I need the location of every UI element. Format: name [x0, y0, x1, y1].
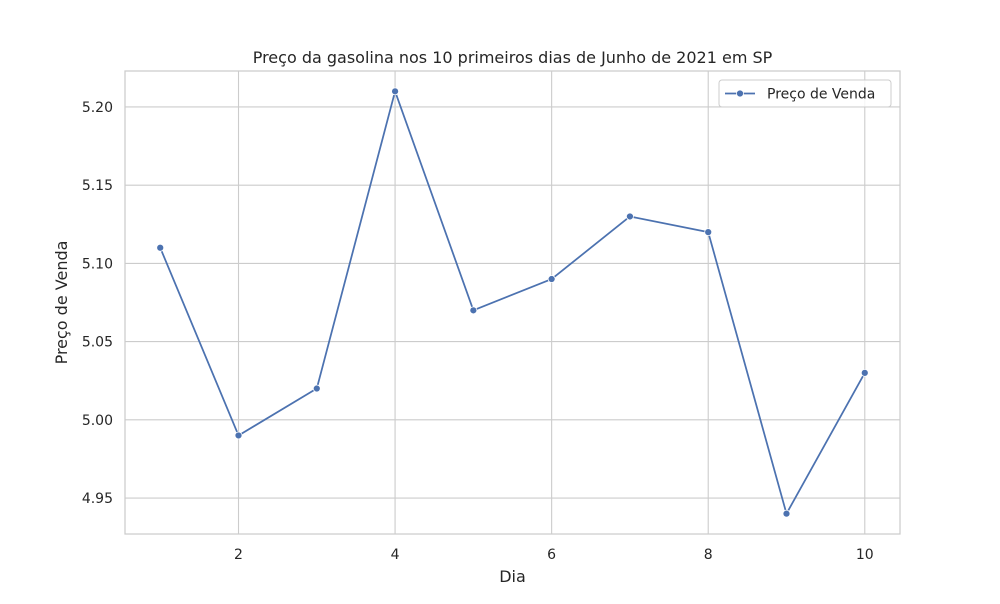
y-tick-label: 5.20	[82, 100, 113, 116]
legend-box	[718, 79, 892, 108]
legend-entry-label: Preço de Venda	[767, 87, 875, 103]
y-tick-label: 5.05	[82, 335, 113, 351]
y-axis-label: Preço de Venda	[52, 241, 71, 365]
x-tick-label: 6	[547, 547, 556, 563]
data-point	[626, 212, 634, 221]
series-line	[159, 90, 866, 515]
data-point	[860, 369, 869, 377]
data-point	[391, 87, 399, 96]
data-point	[312, 384, 321, 393]
y-tick-label: 5.00	[82, 413, 113, 429]
legend: Preço de Venda	[718, 79, 892, 108]
x-tick-label: 2	[234, 547, 243, 563]
y-tick-label: 4.95	[82, 491, 113, 507]
series-lines	[159, 90, 866, 515]
data-points	[156, 87, 869, 518]
chart-title: Preço da gasolina nos 10 primeiros dias …	[253, 48, 773, 67]
data-point	[469, 306, 478, 315]
data-point	[156, 243, 165, 252]
x-tick-label: 8	[704, 547, 713, 563]
data-point	[547, 275, 556, 283]
y-tick-labels: 4.95 5.00 5.05 5.10 5.15 5.20	[82, 100, 113, 507]
x-tick-label: 10	[856, 547, 874, 563]
y-tick-label: 5.10	[82, 256, 113, 272]
plot-area-frame	[124, 70, 901, 535]
data-point	[704, 228, 713, 236]
x-tick-label: 4	[391, 547, 400, 563]
data-point	[234, 431, 243, 440]
legend-marker-sample	[736, 89, 744, 98]
x-tick-labels: 2 4 6 8 10	[234, 547, 874, 563]
y-tick-label: 5.15	[82, 178, 113, 194]
data-point	[782, 509, 791, 518]
x-axis-label: Dia	[499, 567, 526, 586]
